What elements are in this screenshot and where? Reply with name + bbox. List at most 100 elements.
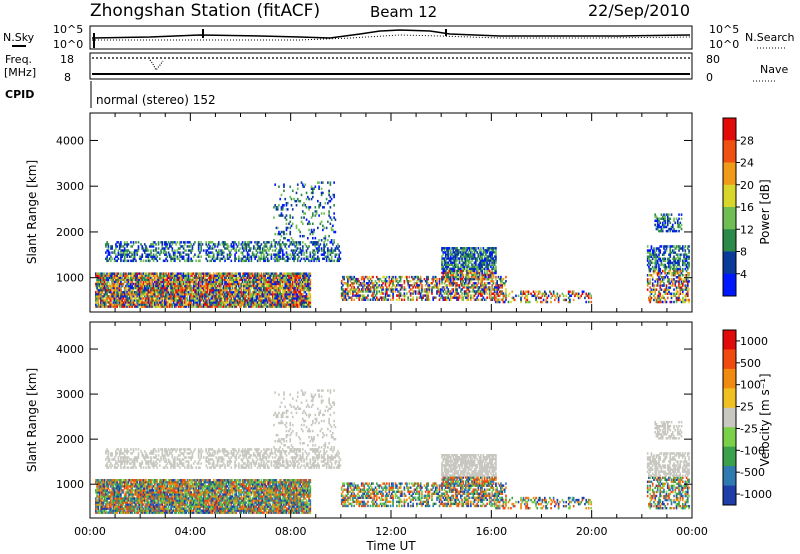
power-cell bbox=[118, 280, 121, 284]
power-cell bbox=[431, 288, 433, 291]
power-cell bbox=[453, 263, 456, 266]
power-cell bbox=[186, 253, 189, 256]
power-cell bbox=[452, 271, 455, 275]
power-cell bbox=[265, 278, 268, 282]
power-cell bbox=[182, 251, 185, 254]
power-cell bbox=[158, 303, 161, 306]
power-cell bbox=[457, 269, 460, 273]
power-cell bbox=[167, 297, 170, 300]
power-cell bbox=[160, 241, 162, 244]
power-cell bbox=[311, 195, 314, 199]
power-cell bbox=[285, 284, 288, 288]
power-cell bbox=[404, 275, 407, 279]
power-cell bbox=[170, 257, 172, 261]
power-cell bbox=[294, 199, 297, 203]
power-cell bbox=[293, 284, 295, 288]
power-cell bbox=[323, 206, 325, 209]
power-cell bbox=[449, 269, 452, 273]
power-cell bbox=[446, 263, 448, 266]
power-cell bbox=[347, 294, 349, 297]
power-cell bbox=[204, 276, 206, 280]
power-cell bbox=[278, 305, 280, 308]
power-cell bbox=[105, 251, 107, 254]
power-cell bbox=[135, 297, 137, 300]
power-cell bbox=[353, 298, 356, 301]
power-cell bbox=[362, 282, 364, 285]
power-cell bbox=[155, 243, 157, 246]
power-cell bbox=[136, 249, 139, 252]
power-cell bbox=[137, 288, 140, 292]
power-cell bbox=[181, 305, 184, 308]
power-cell bbox=[444, 277, 447, 281]
power-cell bbox=[240, 301, 243, 304]
power-cell bbox=[227, 272, 230, 275]
power-cell bbox=[156, 274, 159, 277]
power-cell bbox=[285, 247, 288, 250]
power-cell bbox=[290, 243, 293, 246]
power-cell bbox=[414, 286, 417, 289]
power-cell bbox=[217, 288, 220, 292]
power-cell bbox=[360, 288, 363, 291]
power-cell bbox=[175, 299, 177, 302]
power-cell bbox=[327, 253, 329, 256]
power-cell bbox=[433, 284, 436, 287]
power-cell bbox=[275, 255, 278, 258]
power-cell bbox=[211, 299, 214, 302]
power-cell bbox=[185, 286, 187, 290]
power-cell bbox=[172, 303, 175, 306]
power-cell bbox=[416, 279, 418, 283]
power-cell bbox=[125, 299, 127, 302]
power-cell bbox=[291, 278, 294, 282]
power-cell bbox=[280, 193, 283, 197]
power-cell bbox=[138, 303, 141, 306]
power-cell bbox=[372, 282, 374, 285]
power-cell bbox=[204, 293, 206, 296]
power-cell bbox=[117, 293, 120, 296]
power-cell bbox=[163, 293, 166, 296]
power-cell bbox=[271, 249, 274, 252]
power-cell bbox=[273, 272, 275, 275]
power-cell bbox=[261, 301, 264, 304]
power-cell bbox=[436, 286, 438, 289]
power-cell bbox=[311, 241, 314, 244]
power-cell bbox=[380, 288, 383, 291]
power-cell bbox=[293, 257, 295, 261]
power-cell bbox=[285, 201, 288, 205]
power-cell bbox=[299, 272, 302, 275]
power-cell bbox=[283, 290, 285, 294]
power-cell bbox=[458, 267, 461, 271]
power-cell bbox=[473, 292, 476, 295]
power-cell bbox=[206, 286, 209, 290]
power-cell bbox=[200, 299, 203, 302]
power-cell bbox=[207, 255, 210, 258]
power-cell bbox=[476, 269, 478, 273]
power-cell bbox=[128, 295, 131, 298]
power-cell bbox=[209, 276, 211, 280]
power-cell bbox=[446, 253, 448, 256]
power-cell bbox=[406, 279, 408, 283]
power-cell bbox=[466, 271, 468, 275]
power-cell bbox=[148, 299, 151, 302]
power-cell bbox=[352, 288, 354, 291]
power-cell bbox=[224, 257, 226, 261]
power-cell bbox=[130, 299, 132, 302]
power-cell bbox=[140, 299, 142, 302]
power-cell bbox=[444, 271, 447, 275]
power-cell bbox=[275, 305, 278, 308]
power-cell bbox=[286, 272, 289, 275]
power-cell bbox=[273, 239, 275, 242]
power-cell bbox=[480, 253, 482, 256]
power-cell bbox=[483, 298, 486, 301]
power-cell bbox=[135, 241, 137, 244]
power-cell bbox=[264, 259, 266, 263]
power-cell bbox=[246, 280, 249, 284]
power-cell bbox=[115, 290, 117, 294]
power-cell bbox=[226, 305, 229, 308]
power-cell bbox=[187, 276, 190, 280]
power-cell bbox=[448, 259, 451, 262]
power-cell bbox=[483, 275, 486, 279]
power-cell bbox=[171, 299, 174, 302]
power-cell bbox=[231, 245, 234, 248]
power-cell bbox=[296, 272, 299, 275]
power-cell bbox=[454, 255, 457, 258]
